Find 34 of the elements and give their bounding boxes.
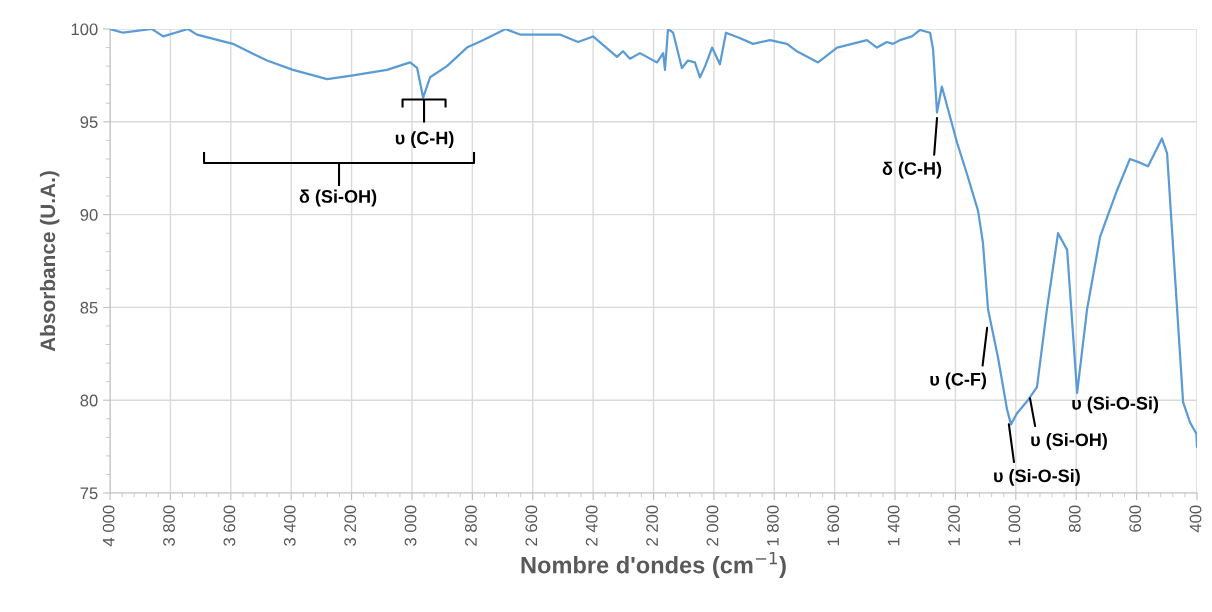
- x-tick-label: 2 600: [525, 505, 538, 546]
- x-tick-label: 1 400: [887, 505, 900, 546]
- x-tick-label: 2 000: [706, 505, 719, 546]
- x-tick-label: 400: [1189, 505, 1202, 533]
- x-tick-label: 3 800: [163, 505, 175, 546]
- annotation: υ (C-H): [395, 131, 454, 148]
- x-tick-label: 600: [1129, 505, 1142, 532]
- x-tick-label: 2 200: [646, 505, 658, 546]
- annotation: υ (Si-O-Si): [1072, 396, 1159, 414]
- annotation: υ (C-F): [930, 372, 987, 390]
- y-tick-label: 90: [80, 209, 98, 221]
- y-tick-label: 95: [80, 116, 98, 129]
- y-tick-label: 100: [71, 23, 98, 36]
- y-tick-label: 80: [80, 394, 98, 407]
- x-tick-label: 2 800: [465, 505, 477, 546]
- x-tick-label: 3 200: [344, 505, 357, 546]
- x-tick-label: 1 600: [827, 505, 840, 546]
- x-tick-label: 3 600: [223, 505, 236, 546]
- annotation: υ (Si-OH): [1031, 432, 1107, 450]
- x-axis-title: Nombre d'ondes (cm$^{−1}$): [521, 552, 786, 579]
- y-axis-title: Absorbance (U.A.): [39, 171, 60, 352]
- x-tick-label: 3 400: [283, 505, 296, 546]
- annotation: δ (Si-OH): [299, 189, 377, 207]
- y-tick-label: 85: [80, 301, 98, 314]
- x-tick-label: 2 400: [585, 505, 598, 546]
- x-tick-label: 4 000: [102, 505, 115, 547]
- x-tick-label: 1 800: [766, 505, 779, 546]
- x-tick-label: 800: [1068, 505, 1081, 532]
- y-tick-label: 75: [80, 487, 98, 500]
- annotation: υ (Si-O-Si): [994, 468, 1080, 486]
- x-tick-label: 3 000: [404, 505, 417, 546]
- x-tick-label: 1 200: [948, 505, 960, 546]
- annotation: δ (C-H): [882, 161, 942, 179]
- x-tick-label: 1 000: [1008, 505, 1021, 546]
